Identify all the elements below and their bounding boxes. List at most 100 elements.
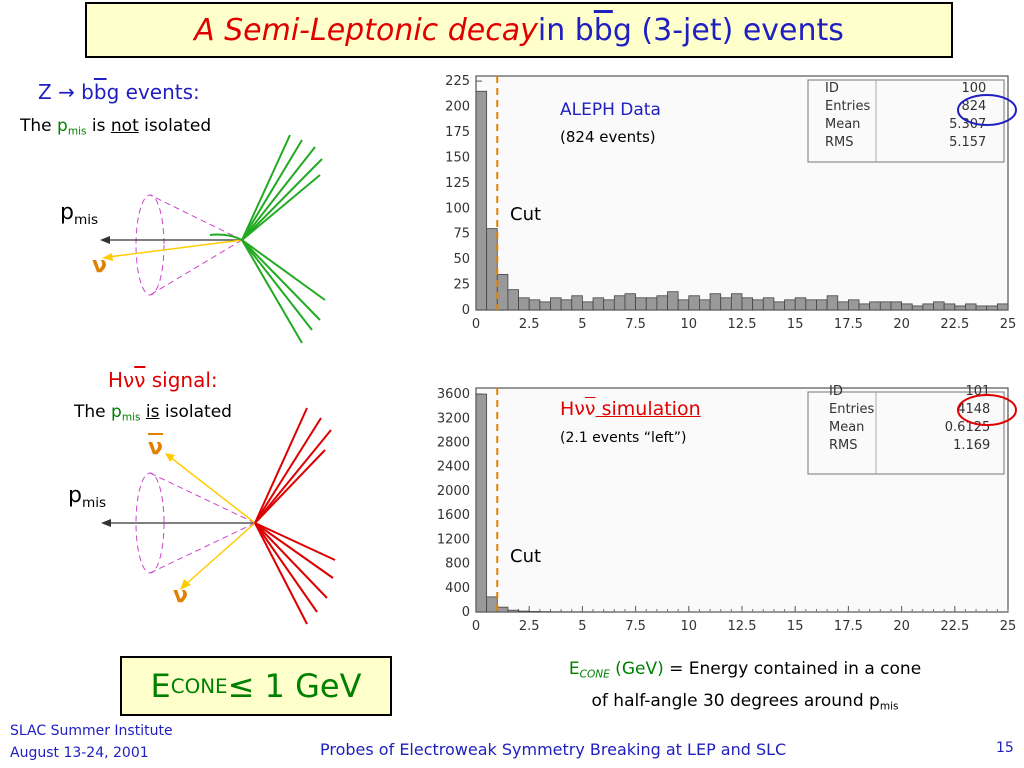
- nu-letter: ν: [123, 368, 135, 392]
- pmis-arrowhead: [100, 236, 110, 244]
- stat-key: ID: [825, 81, 839, 96]
- x-tick-label: 17.5: [834, 619, 863, 634]
- histogram-bar: [720, 297, 732, 311]
- entries-circle-blue: [957, 94, 1017, 126]
- title-part1: A Semi-Leptonic decay: [194, 12, 538, 48]
- caption-line-1: ECONE (GeV) = Energy contained in a cone: [470, 656, 1020, 688]
- z-letter: Z: [38, 80, 52, 104]
- the-word: The: [20, 116, 58, 136]
- stat-value: 100: [961, 81, 987, 96]
- econe-cut-box: E CONE ≤ 1 GeV: [120, 656, 392, 716]
- nu-arrowhead: [180, 579, 191, 590]
- upper-green-jet: [241, 135, 323, 241]
- histogram-bar: [613, 295, 626, 311]
- x-tick-label: 20: [893, 619, 910, 634]
- histogram-bar: [794, 297, 807, 311]
- stat-row-entries: Entries 4148: [826, 401, 993, 419]
- nubar-letter: ν: [584, 398, 596, 420]
- nubar-letter: ν: [134, 368, 146, 392]
- histogram-bar: [954, 305, 966, 311]
- nu-arrow: [184, 522, 256, 586]
- x-tick-label: 0: [472, 619, 480, 634]
- not-word: not: [110, 116, 139, 136]
- histogram-bar: [518, 610, 530, 613]
- histogram-bar: [858, 303, 871, 311]
- aleph-data-histogram: 0 25 50 75 100 125 150 175 200 225 0 2.5 5 7.5 10 12.5 1…: [445, 74, 1016, 332]
- y-tick-label: 75: [453, 227, 470, 242]
- histogram-bar: [996, 303, 1009, 311]
- histogram-bar: [837, 301, 849, 311]
- x-tick-label: 2.5: [519, 317, 540, 332]
- nubar-arrowhead: [165, 453, 175, 462]
- x-tick-label: 5: [578, 317, 586, 332]
- cone-ellipse: [135, 194, 165, 296]
- entries-circle-red: [957, 394, 1017, 426]
- histogram-bar: [784, 299, 796, 311]
- hnunu-cut-label: Cut: [510, 546, 542, 567]
- heading-rest: signal:: [145, 368, 218, 392]
- lower-green-jet: [241, 239, 326, 344]
- cone-sub: CONE: [579, 668, 610, 681]
- stat-key: RMS: [829, 438, 858, 453]
- x-tick-label: 15: [787, 317, 804, 332]
- x-tick-label: 25: [1000, 619, 1017, 634]
- histogram-bar: [975, 305, 988, 311]
- y-tick-label: 225: [445, 74, 470, 89]
- stat-key: RMS: [825, 135, 854, 150]
- nu-letter: ν: [574, 398, 585, 420]
- histogram-bar: [826, 295, 839, 311]
- x-tick-label: 5: [578, 619, 586, 634]
- z-events-heading: Z → bbg events:: [38, 80, 200, 104]
- stat-key: Mean: [829, 420, 865, 435]
- histogram-bar: [507, 289, 519, 311]
- histogram-bar: [741, 297, 754, 311]
- histogram-bar: [571, 295, 583, 311]
- pmis-is-isolated-line: The pmis is isolated: [74, 402, 232, 424]
- y-tick-label: 800: [445, 557, 470, 572]
- p-letter: p: [68, 483, 82, 508]
- x-tick-label: 12.5: [728, 619, 757, 634]
- z-event-diagram: [100, 135, 326, 344]
- histogram-bar: [592, 297, 605, 311]
- upper-red-jet: [254, 407, 332, 524]
- y-tick-label: 175: [445, 125, 470, 140]
- title-part3: g (3-jet) events: [612, 12, 844, 48]
- histogram-bar: [922, 303, 934, 311]
- soft-green-track: [209, 233, 243, 241]
- histogram-bar: [486, 228, 498, 311]
- heading-rest: g events:: [106, 80, 200, 104]
- b-letter: b: [74, 80, 94, 104]
- cone-edge-lower: [149, 522, 256, 574]
- histogram-bar: [730, 293, 743, 311]
- nu-arrowhead: [102, 253, 113, 261]
- lower-red-jet: [254, 522, 336, 625]
- histogram-bar: [560, 299, 573, 311]
- histogram-bar: [816, 299, 828, 311]
- nu-label-top: ν: [92, 253, 107, 278]
- histogram-bar: [518, 297, 530, 311]
- plot-frame: [475, 75, 1009, 311]
- higgs-event-diagram: [101, 407, 336, 625]
- p-letter: p: [57, 116, 68, 136]
- histogram-bar: [475, 393, 488, 613]
- histogram-bar: [847, 299, 860, 311]
- stat-box-frame: [807, 79, 1005, 163]
- histogram-bar: [635, 297, 647, 311]
- stat-value: 5.307: [949, 117, 987, 132]
- x-tick-label: 12.5: [728, 317, 757, 332]
- y-tick-label: 0: [462, 605, 470, 620]
- histogram-bar: [943, 303, 956, 311]
- nu-arrow: [107, 239, 243, 258]
- pmis-not-isolated-line: The pmis is not isolated: [20, 116, 211, 138]
- x-tick-label: 0: [472, 317, 480, 332]
- footer-date: August 13-24, 2001: [10, 745, 149, 761]
- x-tick-label: 17.5: [834, 317, 863, 332]
- aleph-stat-box: ID 100 Entries 824 Mean 5.307 RMS 5.157: [822, 80, 1002, 152]
- isolated-word: isolated: [138, 116, 212, 136]
- histogram-bar: [656, 295, 668, 311]
- caption-line-2: of half-angle 30 degrees around pmis: [470, 688, 1020, 720]
- mis-sub: mis: [73, 211, 99, 228]
- mis-sub: mis: [879, 700, 899, 713]
- h-letter: H: [108, 368, 124, 392]
- y-tick-label: 2000: [437, 484, 470, 499]
